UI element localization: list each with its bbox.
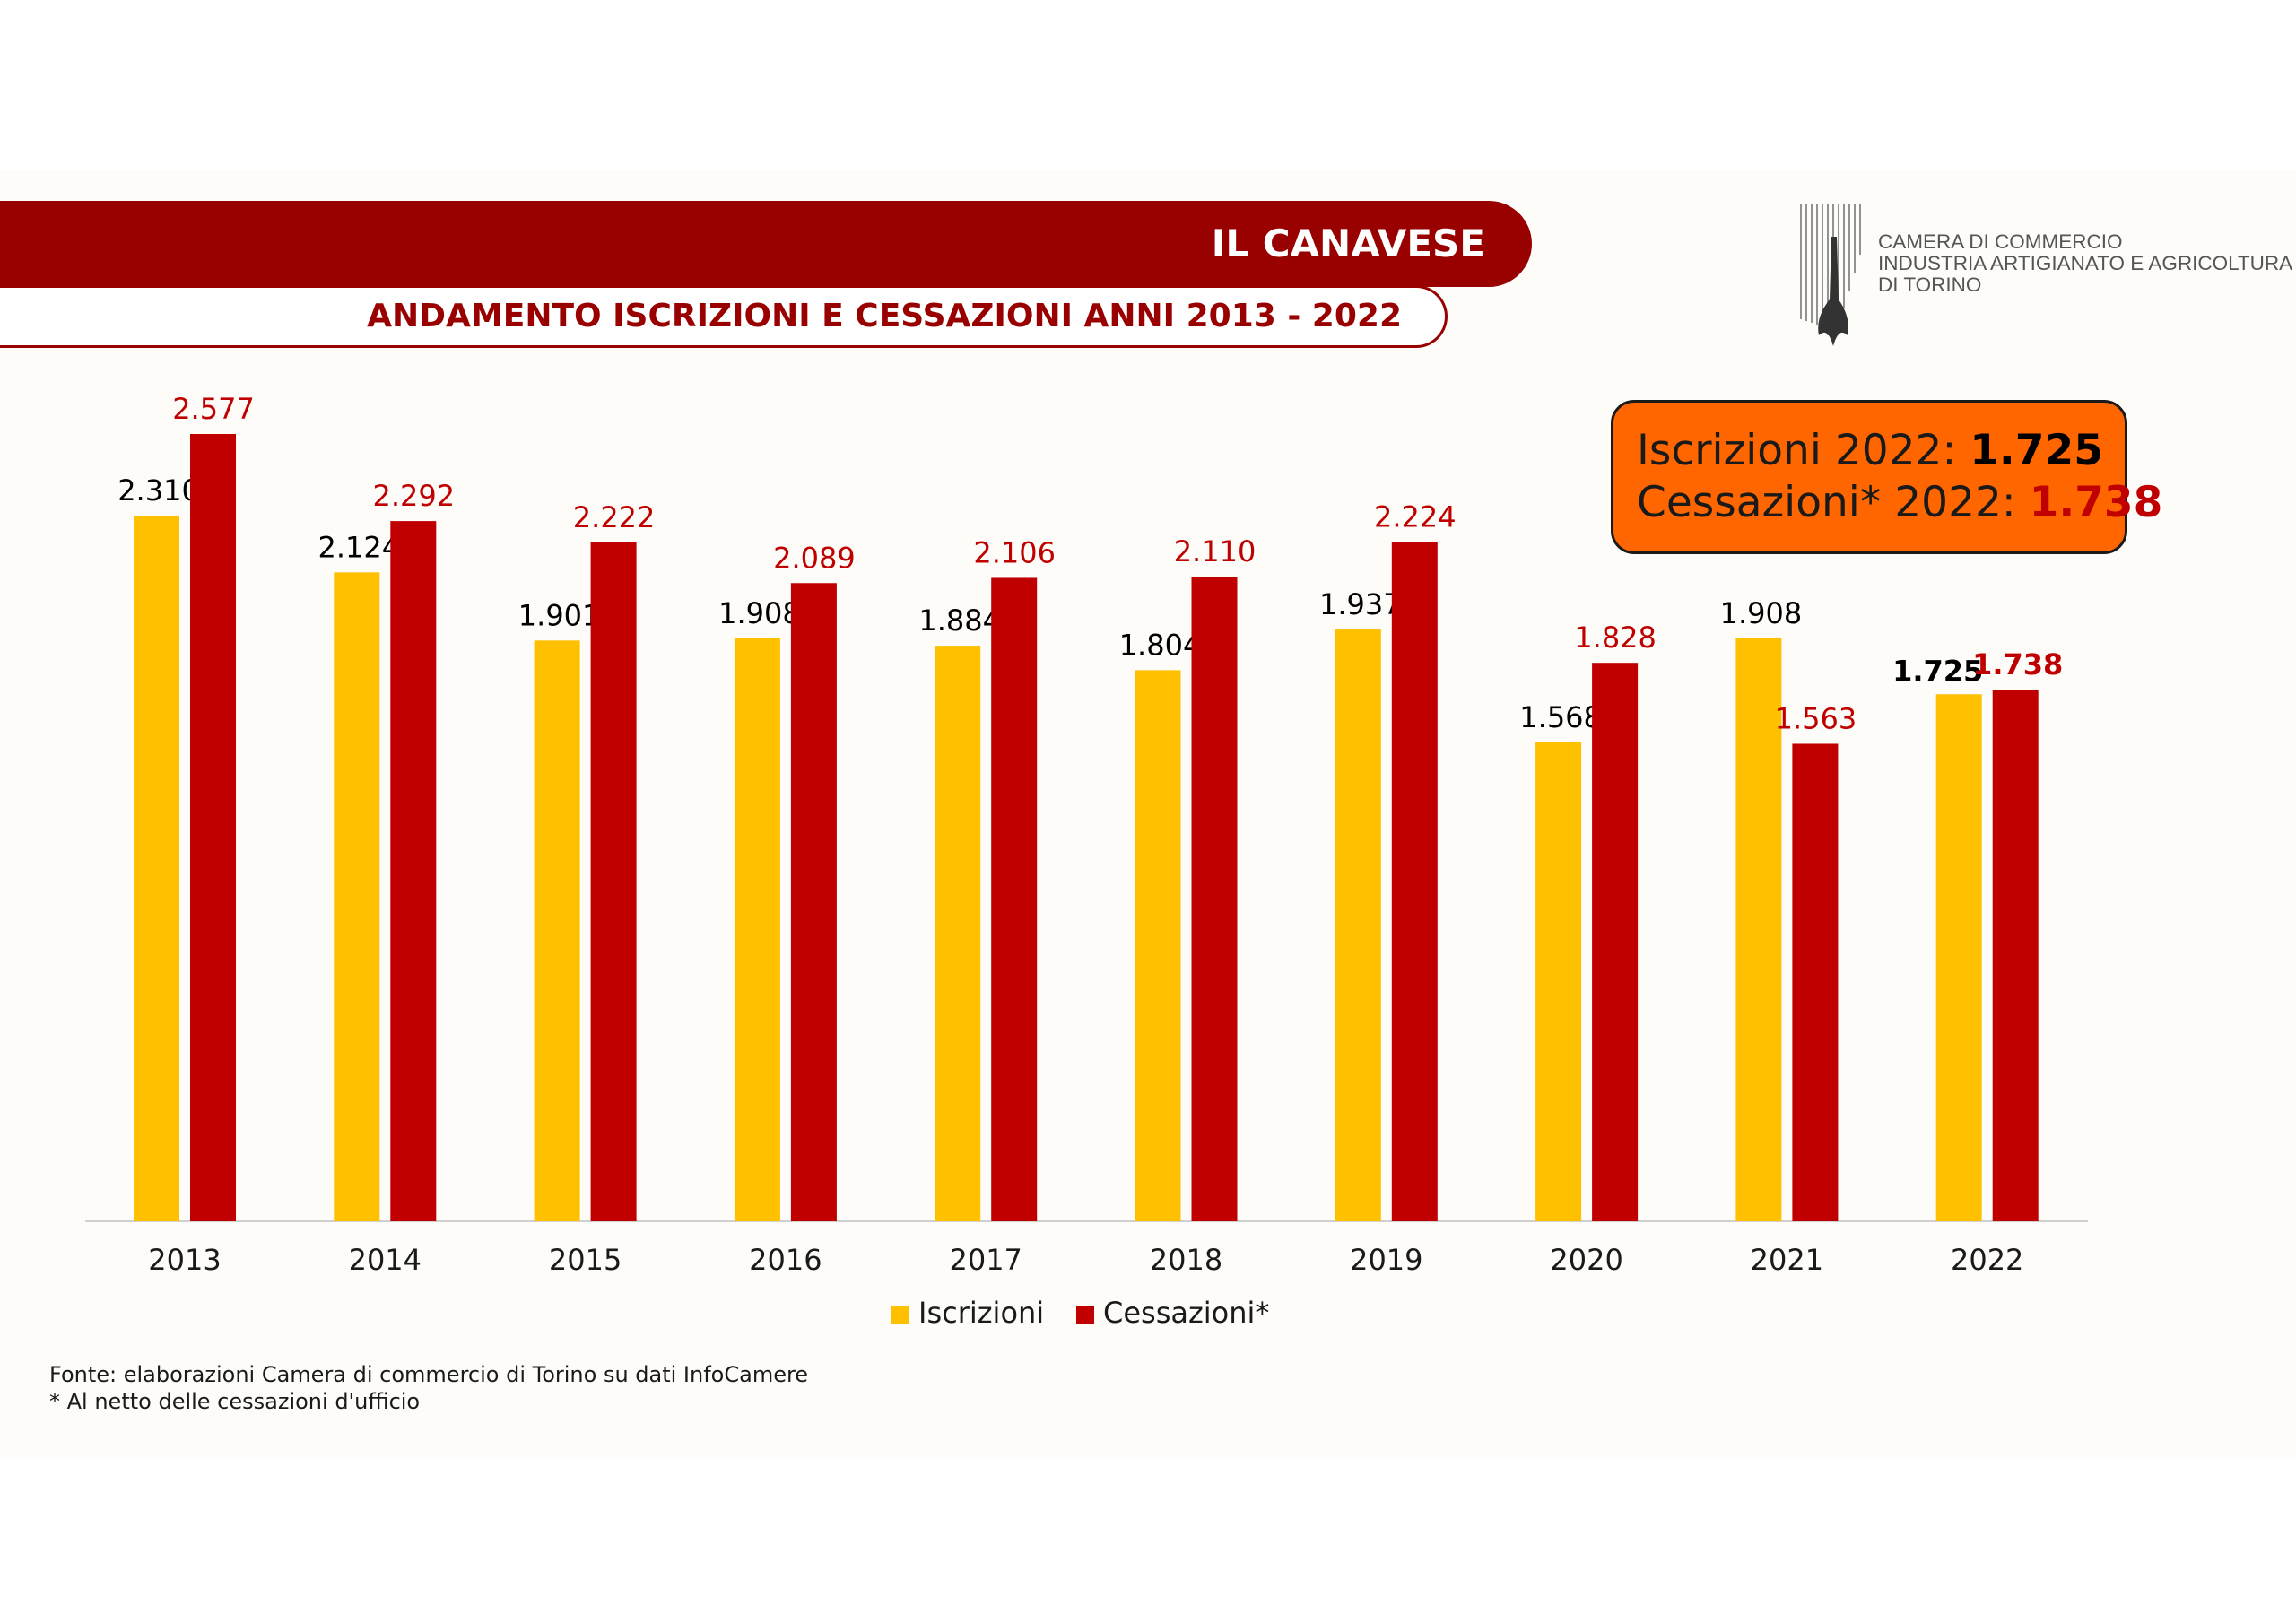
mole-antonelliana-logo-icon [1800,204,1861,346]
callout-cessazioni-label: Cessazioni* 2022: [1637,478,2030,527]
x-tick-label-2019: 2019 [1350,1243,1422,1277]
asterisk-note: * Al netto delle cessazioni d'ufficio [49,1389,421,1414]
x-tick-label-2022: 2022 [1951,1243,2023,1277]
x-tick-label-2020: 2020 [1550,1243,1622,1277]
data-label-iscrizioni-2015: 1.901 [518,598,601,632]
bar-cessazioni-2014 [390,521,437,1221]
x-tick-label-2016: 2016 [749,1243,822,1277]
logo-line-3: DI TORINO [1878,273,1982,296]
callout-iscrizioni-label: Iscrizioni 2022: [1637,426,1970,475]
footnotes: Fonte: elaborazioni Camera di commercio … [49,1361,808,1415]
x-tick-label-2015: 2015 [549,1243,622,1277]
bar-cessazioni-2019 [1391,542,1438,1221]
data-label-cessazioni-2016: 2.089 [773,541,856,575]
data-label-iscrizioni-2021: 1.908 [1720,596,1803,630]
x-tick-label-2017: 2017 [949,1243,1022,1277]
x-tick-label-2021: 2021 [1751,1243,1823,1277]
logo-line-2: INDUSTRIA ARTIGIANATO E AGRICOLTURA [1878,252,2293,274]
bar-cessazioni-2015 [590,542,637,1221]
data-label-iscrizioni-2018: 1.804 [1119,628,1202,662]
data-label-cessazioni-2013: 2.577 [172,392,255,426]
bar-iscrizioni-2019 [1335,629,1381,1221]
summary-callout: Iscrizioni 2022: 1.725 Cessazioni* 2022:… [1611,400,2162,554]
data-label-cessazioni-2021: 1.563 [1775,701,1857,735]
chamber-logo: CAMERA DI COMMERCIO INDUSTRIA ARTIGIANAT… [1797,201,2292,350]
data-label-cessazioni-2014: 2.292 [372,479,455,513]
bar-cessazioni-2016 [790,583,837,1221]
callout-cessazioni-value: 1.738 [2029,478,2163,527]
callout-iscrizioni-value: 1.725 [1970,426,2103,475]
data-label-iscrizioni-2020: 1.568 [1519,700,1602,734]
bar-cessazioni-2022 [1992,690,2039,1221]
x-tick-label-2018: 2018 [1150,1243,1222,1277]
bar-iscrizioni-2017 [935,646,981,1221]
legend-swatch-iscrizioni [891,1306,909,1324]
data-label-iscrizioni-2016: 1.908 [718,596,801,630]
x-tick-label-2013: 2013 [148,1243,221,1277]
data-label-iscrizioni-2017: 1.884 [918,603,1001,638]
bar-iscrizioni-2022 [1935,694,1982,1221]
data-label-cessazioni-2017: 2.106 [973,535,1056,569]
chart-subtitle: ANDAMENTO ISCRIZIONI E CESSAZIONI ANNI 2… [367,298,1402,334]
header-band: IL CANAVESE [0,201,1532,287]
bar-iscrizioni-2020 [1535,742,1582,1221]
legend-label-iscrizioni: Iscrizioni [918,1296,1045,1330]
bar-cessazioni-2020 [1592,663,1639,1221]
bar-iscrizioni-2013 [134,515,179,1221]
data-label-cessazioni-2018: 2.110 [1174,534,1257,568]
bar-iscrizioni-2016 [734,638,780,1221]
data-label-iscrizioni-2013: 2.310 [117,473,200,508]
data-label-cessazioni-2015: 2.222 [573,500,656,534]
logo-text: CAMERA DI COMMERCIO INDUSTRIA ARTIGIANAT… [1878,231,2292,296]
x-tick-label-2014: 2014 [349,1243,422,1277]
data-label-cessazioni-2022: 1.738 [1972,647,2063,681]
bar-cessazioni-2018 [1191,577,1238,1221]
subheader-band: ANDAMENTO ISCRIZIONI E CESSAZIONI ANNI 2… [0,285,1448,348]
bar-iscrizioni-2014 [334,572,380,1221]
data-label-iscrizioni-2019: 1.937 [1319,587,1402,621]
callout-cessazioni: Cessazioni* 2022: 1.738 [1637,478,2162,527]
bar-iscrizioni-2015 [534,640,580,1221]
data-label-cessazioni-2019: 2.224 [1374,499,1457,534]
data-label-cessazioni-2020: 1.828 [1574,621,1657,655]
source-note: Fonte: elaborazioni Camera di commercio … [49,1362,809,1387]
bar-iscrizioni-2021 [1735,638,1782,1221]
bar-cessazioni-2013 [190,434,236,1221]
bar-cessazioni-2021 [1792,743,1839,1221]
data-label-iscrizioni-2022: 1.725 [1892,654,1983,688]
data-label-iscrizioni-2014: 2.124 [317,530,400,564]
callout-iscrizioni: Iscrizioni 2022: 1.725 [1637,426,2103,475]
legend-label-cessazioni: Cessazioni* [1103,1296,1270,1330]
logo-line-1: CAMERA DI COMMERCIO [1878,230,2123,253]
bar-cessazioni-2017 [991,577,1038,1221]
legend-swatch-cessazioni [1076,1306,1094,1324]
page-title: IL CANAVESE [1211,221,1485,265]
bar-iscrizioni-2018 [1135,670,1181,1221]
